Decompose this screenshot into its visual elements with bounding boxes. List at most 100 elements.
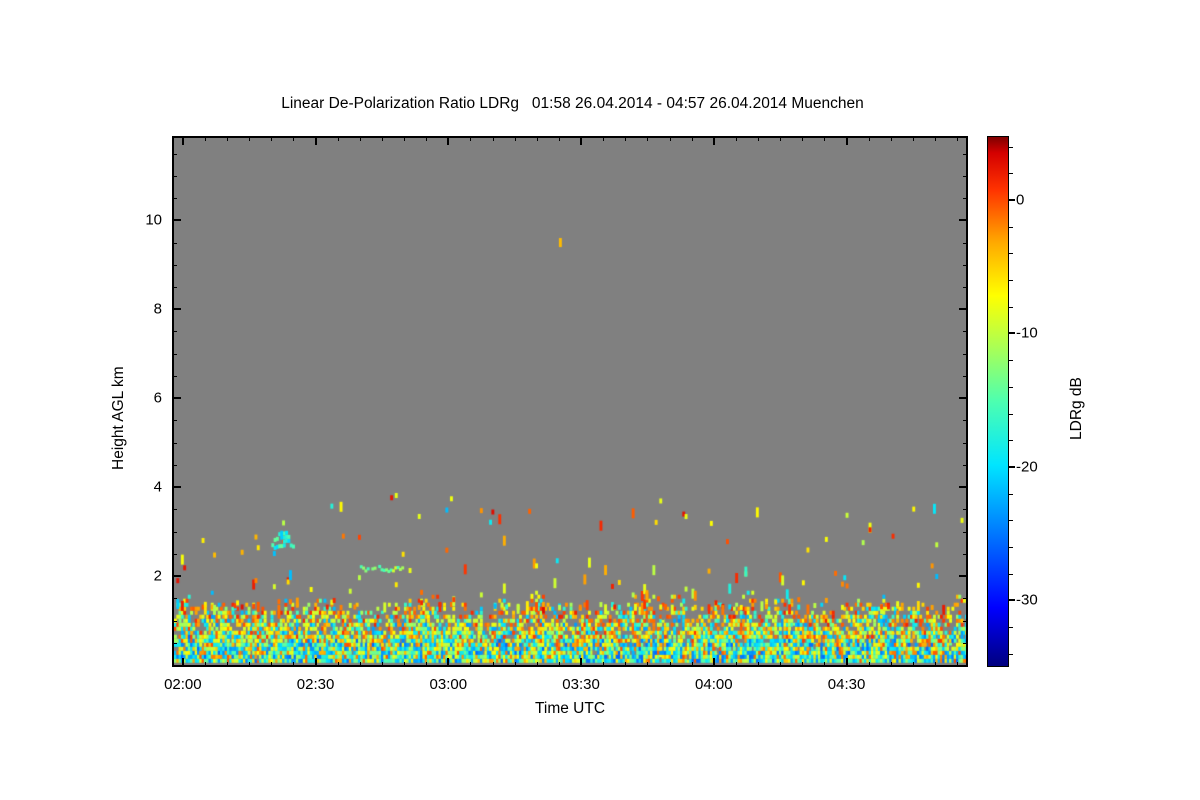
x-axis-minor-tick-top xyxy=(603,136,605,141)
x-axis-minor-tick xyxy=(492,662,494,667)
y-axis-minor-tick-right xyxy=(963,353,968,355)
x-axis-minor-tick xyxy=(470,662,472,667)
x-axis-minor-tick xyxy=(227,662,229,667)
x-axis-minor-tick xyxy=(293,662,295,667)
x-axis-minor-tick xyxy=(381,662,383,667)
x-axis-minor-tick xyxy=(647,662,649,667)
y-axis-tick-label: 10 xyxy=(145,211,162,229)
x-axis-minor-tick xyxy=(337,662,339,667)
colorbar-minor-tick xyxy=(1009,360,1013,362)
x-axis-title: Time UTC xyxy=(534,700,606,717)
x-axis-minor-tick xyxy=(935,662,937,667)
x-axis-tick-label: 03:00 xyxy=(429,676,468,693)
y-axis-minor-tick xyxy=(172,198,177,200)
x-axis-tick-label: 04:00 xyxy=(695,676,733,693)
y-axis-major-tick-right xyxy=(959,308,968,311)
plot-title: Linear De-Polarization Ratio LDRg 01:58 … xyxy=(281,95,864,112)
x-axis-minor-tick xyxy=(404,662,406,667)
colorbar-title: LDRg dB xyxy=(1068,377,1085,440)
x-axis-minor-tick-top xyxy=(780,136,782,141)
x-axis-major-tick-top xyxy=(314,136,317,145)
x-axis-major-tick xyxy=(314,658,317,667)
x-axis-minor-tick-top xyxy=(337,136,339,141)
x-axis-minor-tick-top xyxy=(647,136,649,141)
x-axis-minor-tick xyxy=(890,662,892,667)
x-axis-minor-tick-top xyxy=(669,136,671,141)
x-axis-tick-label: 03:30 xyxy=(562,676,600,693)
y-axis-minor-tick-right xyxy=(963,286,968,288)
y-axis-minor-tick xyxy=(172,264,177,266)
y-axis-title: Height AGL km xyxy=(110,366,127,470)
x-axis-minor-tick-top xyxy=(625,136,627,141)
colorbar-minor-tick xyxy=(1009,626,1013,628)
x-axis-major-tick-top xyxy=(580,136,583,145)
x-axis-minor-tick-top xyxy=(868,136,870,141)
colorbar-major-tick xyxy=(1009,599,1015,602)
x-axis-minor-tick-top xyxy=(293,136,295,141)
colorbar-minor-tick xyxy=(1009,146,1013,148)
y-axis-major-tick xyxy=(172,486,181,489)
y-axis-major-tick xyxy=(172,219,181,222)
y-axis-minor-tick-right xyxy=(963,242,968,244)
x-axis-minor-tick xyxy=(249,662,251,667)
x-axis-minor-tick xyxy=(271,662,273,667)
x-axis-minor-tick-top xyxy=(802,136,804,141)
y-axis-tick-label: 2 xyxy=(153,567,162,585)
colorbar-minor-tick xyxy=(1009,440,1013,442)
x-axis-minor-tick-top xyxy=(470,136,472,141)
y-axis-minor-tick-right xyxy=(963,198,968,200)
y-axis-minor-tick xyxy=(172,331,177,333)
y-axis-minor-tick-right xyxy=(963,153,968,155)
y-axis-minor-tick-right xyxy=(963,442,968,444)
x-axis-minor-tick xyxy=(868,662,870,667)
x-axis-major-tick xyxy=(712,658,715,667)
y-axis-minor-tick xyxy=(172,286,177,288)
x-axis-minor-tick xyxy=(802,662,804,667)
x-axis-minor-tick-top xyxy=(558,136,560,141)
x-axis-minor-tick xyxy=(426,662,428,667)
y-axis-major-tick-right xyxy=(959,397,968,400)
x-axis-minor-tick xyxy=(204,662,206,667)
x-axis-minor-tick xyxy=(603,662,605,667)
y-axis-minor-tick-right xyxy=(963,375,968,377)
y-axis-major-tick-right xyxy=(959,575,968,578)
x-axis-minor-tick xyxy=(691,662,693,667)
x-axis-minor-tick xyxy=(359,662,361,667)
y-axis-minor-tick-right xyxy=(963,264,968,266)
x-axis-minor-tick xyxy=(558,662,560,667)
x-axis-minor-tick xyxy=(536,662,538,667)
x-axis-minor-tick xyxy=(957,662,959,667)
x-axis-minor-tick-top xyxy=(359,136,361,141)
y-axis-major-tick xyxy=(172,308,181,311)
x-axis-minor-tick xyxy=(824,662,826,667)
y-axis-minor-tick xyxy=(172,642,177,644)
y-axis-minor-tick-right xyxy=(963,509,968,511)
colorbar-minor-tick xyxy=(1009,653,1013,655)
y-axis-minor-tick xyxy=(172,620,177,622)
x-axis-minor-tick-top xyxy=(271,136,273,141)
colorbar-minor-tick xyxy=(1009,306,1013,308)
x-axis-major-tick-top xyxy=(712,136,715,145)
x-axis-minor-tick xyxy=(758,662,760,667)
y-axis-minor-tick xyxy=(172,598,177,600)
y-axis-minor-tick-right xyxy=(963,331,968,333)
y-axis-tick-label: 6 xyxy=(153,389,162,407)
colorbar-tick-label: -30 xyxy=(1016,591,1038,609)
x-axis-minor-tick-top xyxy=(691,136,693,141)
y-axis-minor-tick xyxy=(172,353,177,355)
y-axis-minor-tick xyxy=(172,242,177,244)
x-axis-minor-tick-top xyxy=(824,136,826,141)
y-axis-minor-tick xyxy=(172,153,177,155)
x-axis-minor-tick-top xyxy=(514,136,516,141)
y-axis-major-tick-right xyxy=(959,486,968,489)
colorbar-gradient xyxy=(988,137,1008,666)
y-axis-minor-tick xyxy=(172,175,177,177)
x-axis-minor-tick-top xyxy=(249,136,251,141)
colorbar-major-tick xyxy=(1009,199,1015,202)
x-axis-minor-tick xyxy=(625,662,627,667)
x-axis-minor-tick-top xyxy=(957,136,959,141)
y-axis-minor-tick-right xyxy=(963,553,968,555)
x-axis-minor-tick-top xyxy=(758,136,760,141)
y-axis-minor-tick-right xyxy=(963,620,968,622)
